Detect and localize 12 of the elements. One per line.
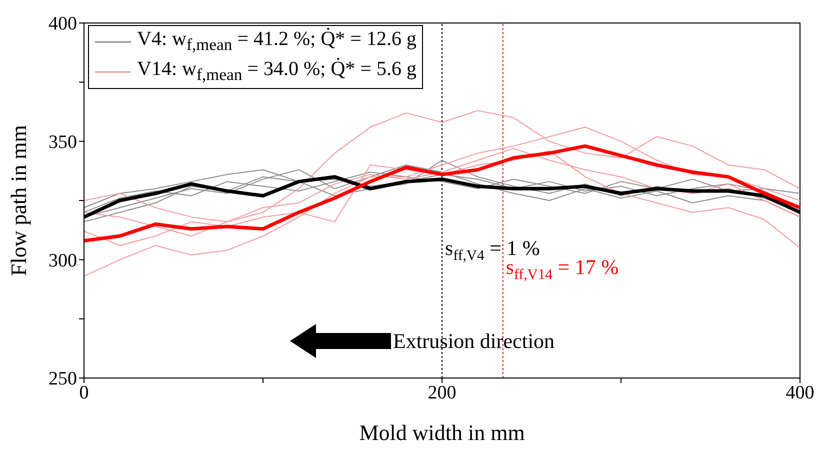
annotation: Extrusion direction (393, 329, 556, 353)
x-tick-label: 0 (79, 382, 89, 404)
y-tick-label: 250 (48, 368, 77, 390)
x-axis-title: Mold width in mm (359, 420, 525, 445)
x-tick-label: 200 (428, 382, 456, 404)
legend-label: V4: w$_{f,mean}$ = 41.2 %; Q̇* = 12.6 g (137, 27, 416, 56)
y-axis-title: Flow path in mm (6, 125, 31, 276)
x-tick-label: 400 (786, 382, 814, 404)
y-tick-label: 400 (48, 14, 77, 35)
y-tick-label: 300 (48, 250, 77, 272)
legend-label: V14: w$_{f,mean}$ = 34.0 %; Q̇* = 5.6 g (137, 57, 416, 86)
y-tick-label: 350 (48, 132, 77, 154)
